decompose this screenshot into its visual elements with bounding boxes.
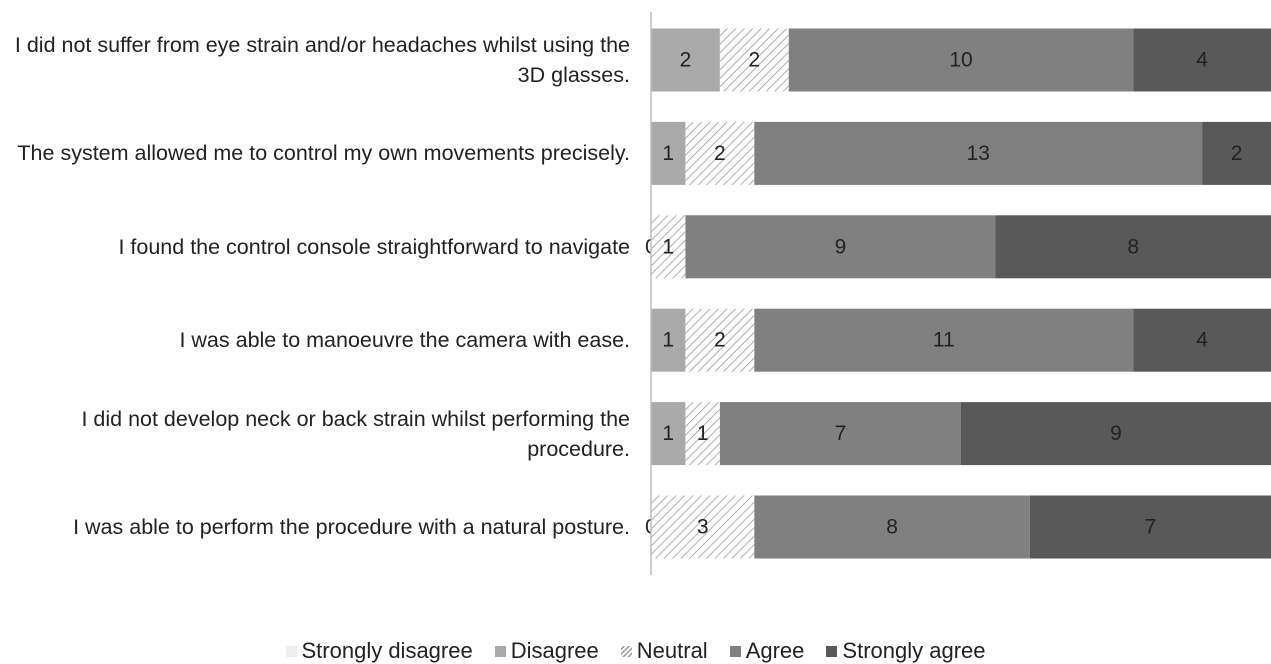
bar-segment — [788, 28, 1134, 92]
bar-segment — [651, 495, 755, 559]
bar-segment — [651, 121, 686, 185]
category-label: I did not suffer from eye strain and/or … — [14, 33, 630, 87]
bar-segment — [754, 308, 1134, 372]
bar-segment — [719, 28, 789, 92]
data-label: 1 — [662, 142, 674, 165]
legend-swatch — [494, 645, 506, 657]
bar-segment — [685, 402, 720, 466]
data-label: 2 — [680, 49, 692, 72]
data-label: 2 — [714, 329, 726, 352]
legend-item: Neutral — [620, 638, 708, 664]
data-label: 7 — [835, 422, 847, 445]
bar-segment — [651, 215, 686, 279]
legend-label: Agree — [745, 638, 805, 663]
legend-swatch — [620, 645, 632, 657]
data-label: 7 — [1145, 516, 1157, 539]
data-label: 8 — [886, 516, 898, 539]
bar-segment — [754, 495, 1030, 559]
bar-segment — [1029, 495, 1271, 559]
legend-label: Strongly agree — [842, 638, 986, 663]
data-label: 2 — [1231, 142, 1243, 165]
bar-segment — [651, 402, 686, 466]
data-label: 13 — [967, 142, 990, 165]
data-label: 11 — [933, 329, 955, 352]
bar-segment — [685, 308, 755, 372]
legend-item: Strongly agree — [826, 638, 986, 664]
data-label: 1 — [662, 329, 674, 352]
data-label: 9 — [1110, 422, 1122, 445]
bar-segment — [719, 402, 961, 466]
category-label: I did not develop neck or back strain wh… — [81, 406, 630, 461]
legend-item: Disagree — [494, 638, 599, 664]
data-label: 2 — [714, 142, 726, 165]
bar-segment — [685, 121, 755, 185]
legend-swatch — [285, 645, 297, 657]
data-label: 1 — [697, 422, 709, 445]
category-label: I was able to manoeuvre the camera with … — [179, 328, 630, 353]
bar-segment — [961, 402, 1271, 466]
data-label: 4 — [1196, 49, 1208, 72]
bar-segment — [651, 28, 720, 92]
bar-segment — [651, 308, 686, 372]
legend-label: Strongly disagree — [301, 638, 473, 663]
data-label: 1 — [662, 235, 674, 258]
data-label: 3 — [697, 516, 709, 539]
data-label: 9 — [835, 235, 847, 258]
category-label: I was able to perform the procedure with… — [73, 515, 630, 539]
legend-item: Agree — [729, 638, 805, 664]
legend-swatch — [826, 645, 838, 657]
chart: 221041213201981211411790387 — [645, 12, 1271, 575]
bar-segment — [1133, 308, 1271, 372]
legend-swatch — [729, 645, 741, 657]
bar-segment — [995, 215, 1271, 279]
data-label: 1 — [662, 422, 674, 445]
legend-item: Strongly disagree — [285, 638, 473, 664]
data-label: 8 — [1127, 235, 1139, 258]
legend-label: Neutral — [636, 638, 708, 663]
legend-label: Disagree — [510, 638, 599, 663]
data-label: 2 — [748, 49, 760, 72]
legend: Strongly disagree Disagree Neutral Agree Str… — [0, 638, 1271, 664]
category-label: I found the control console straightforw… — [118, 234, 630, 259]
bar-segment — [754, 121, 1203, 185]
category-label: The system allowed me to control my own … — [17, 141, 630, 166]
bar-segment — [1133, 28, 1271, 92]
bar-segment — [685, 215, 996, 279]
data-label: 4 — [1196, 329, 1208, 352]
data-label: 10 — [949, 49, 972, 72]
bar-segment — [1202, 121, 1271, 185]
